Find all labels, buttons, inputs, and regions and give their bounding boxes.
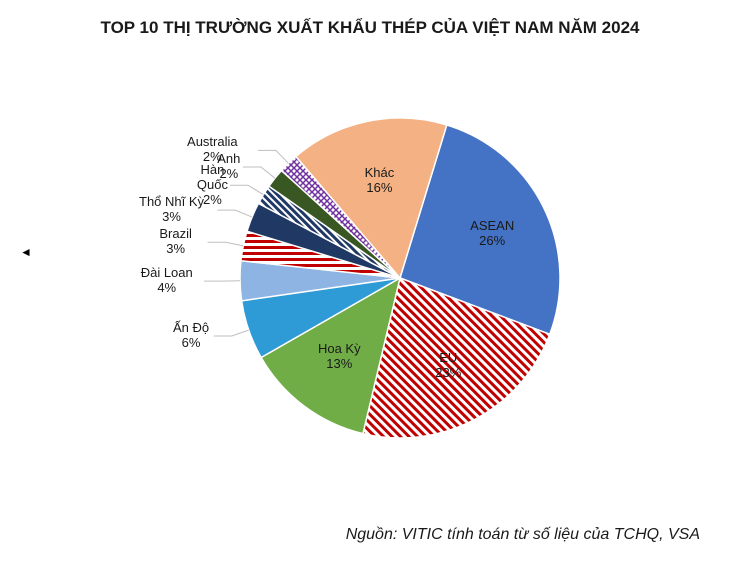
leader-line [230,185,263,194]
leader-line [217,210,252,217]
leader-line [243,167,275,178]
leader-line [208,242,244,246]
chart-source: Nguồn: VITIC tính toán từ số liệu của TC… [346,526,700,544]
axis-marker: ◄ [20,245,32,259]
pie-chart [0,0,740,564]
leader-line [258,150,289,163]
leader-line [214,330,249,336]
chart-page: { "title": { "text": "TOP 10 THỊ TRƯỜNG … [0,0,740,564]
